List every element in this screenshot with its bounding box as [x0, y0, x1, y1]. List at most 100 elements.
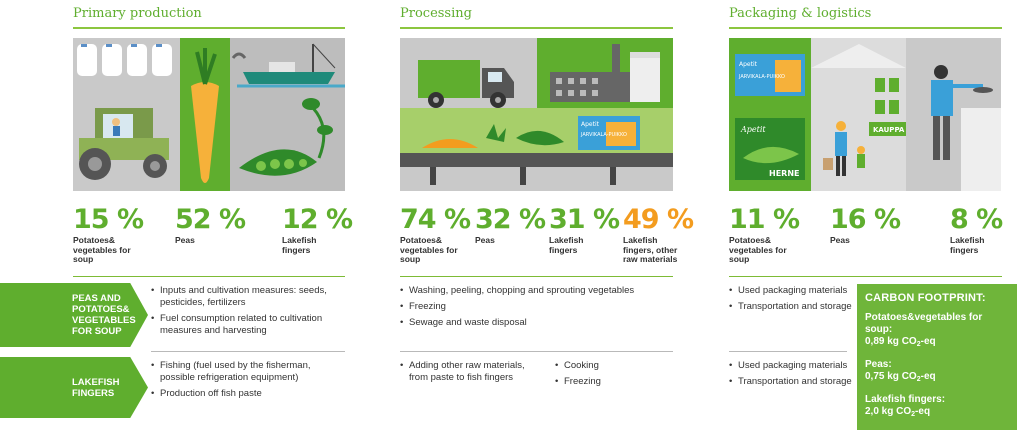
list-item: Transportation and storage	[729, 376, 853, 388]
row1-primary-list: Inputs and cultivation measures: seeds, …	[151, 285, 347, 341]
peas-product-text: HERNE	[769, 169, 799, 178]
stat-value: 49 %	[623, 204, 694, 235]
list-item: Inputs and cultivation measures: seeds, …	[151, 285, 347, 309]
stat-processing-peas: 32 % Peas	[475, 204, 546, 246]
row1-logistics-list: Used packaging materials Transportation …	[729, 285, 853, 317]
fish-finger-package-icon: Apetit JARVIKALA-PUIKKO	[735, 54, 805, 96]
peas-brand-text: Apetit	[740, 125, 766, 134]
stat-logistics-potatoes: 11 % Potatoes& vegetables for soup	[729, 204, 800, 265]
carrot-icon	[191, 48, 219, 183]
milk-bottles-icon	[77, 44, 172, 76]
carbon-item-value: 0,89 kg CO2-eq	[865, 336, 936, 348]
row-divider	[400, 276, 673, 277]
pea-pod-icon	[516, 130, 564, 146]
row-label-text: LAKEFISH FINGERS	[72, 376, 120, 399]
stat-label: Peas	[830, 235, 850, 245]
shoppers-icon	[823, 121, 865, 176]
list-item: Fuel consumption related to cultivation …	[151, 313, 347, 337]
package-product-text: JARVIKALA-PUIKKO	[738, 74, 785, 80]
stat-label: Potatoes& vegetables for soup	[400, 235, 458, 264]
stat-processing-potatoes: 74 % Potatoes& vegetables for soup	[400, 204, 471, 265]
processing-illustration: Apetit JARVIKALA-PUIKKO	[400, 38, 673, 191]
carbon-item-label: Peas:	[865, 359, 892, 370]
row2-processing-list: Adding other raw materials, from paste t…	[400, 360, 540, 388]
stat-primary-peas: 52 % Peas	[175, 204, 246, 246]
row2-processing-list-b: Cooking Freezing	[555, 360, 665, 392]
factory-icon	[550, 44, 660, 102]
row-divider	[729, 276, 1002, 277]
stat-processing-lakefish: 31 % Lakefish fingers	[549, 204, 620, 255]
list-item: Sewage and waste disposal	[400, 317, 670, 329]
tractor-icon	[79, 108, 169, 180]
row2-logistics-list: Used packaging materials Transportation …	[729, 360, 853, 392]
section-divider-primary	[73, 27, 345, 29]
row-divider	[73, 276, 345, 277]
row-divider	[151, 351, 345, 352]
row2-primary-list: Fishing (fuel used by the fisherman, pos…	[151, 360, 347, 404]
section-divider-logistics	[729, 27, 1002, 29]
row-label-peas-potatoes: PEAS AND POTATOES& VEGETABLES FOR SOUP	[0, 283, 148, 347]
stat-label: Lakefish fingers	[950, 235, 985, 255]
box-product-text: JARVIKALA-PUIKKO	[580, 132, 627, 138]
primary-production-illustration	[73, 38, 345, 191]
stat-primary-potatoes: 15 % Potatoes& vegetables for soup	[73, 204, 144, 265]
stat-value: 16 %	[830, 204, 901, 235]
list-item: Freezing	[400, 301, 670, 313]
stat-label: Lakefish fingers	[549, 235, 584, 255]
carrot-slices-icon	[422, 139, 478, 148]
stat-processing-other-materials: 49 % Lakefish fingers, other raw materia…	[623, 204, 694, 265]
carbon-item-value: 0,75 kg CO2-eq	[865, 371, 936, 383]
stat-value: 8 %	[950, 204, 1003, 235]
stat-value: 52 %	[175, 204, 246, 235]
pea-pod-icon	[239, 98, 333, 176]
stat-logistics-peas: 16 % Peas	[830, 204, 901, 246]
section-divider-processing	[400, 27, 673, 29]
conveyor-belt-icon	[400, 153, 673, 185]
stat-value: 15 %	[73, 204, 144, 235]
shop-building-icon: KAUPPA	[811, 44, 906, 136]
list-item: Used packaging materials	[729, 285, 853, 297]
fishing-boat-icon	[231, 43, 345, 88]
box-brand-text: Apetit	[581, 121, 600, 128]
carbon-item-value: 2,0 kg CO2-eq	[865, 406, 931, 418]
row1-processing-list: Washing, peeling, chopping and sprouting…	[400, 285, 670, 333]
package-brand-text: Apetit	[739, 61, 758, 68]
list-item: Transportation and storage	[729, 301, 853, 313]
fish-finger-box-icon: Apetit JARVIKALA-PUIKKO	[578, 116, 640, 150]
stat-value: 12 %	[282, 204, 353, 235]
section-title-primary: Primary production	[73, 6, 202, 21]
stat-value: 11 %	[729, 204, 800, 235]
list-item: Production off fish paste	[151, 388, 347, 400]
herb-icon	[486, 124, 506, 142]
stat-value: 74 %	[400, 204, 471, 235]
stat-label: Potatoes& vegetables for soup	[73, 235, 131, 264]
row-label-lakefish: LAKEFISH FINGERS	[0, 357, 148, 418]
peas-package-icon: Apetit HERNE	[735, 118, 805, 180]
stat-value: 31 %	[549, 204, 620, 235]
list-item: Cooking	[555, 360, 665, 372]
list-item: Adding other raw materials, from paste t…	[400, 360, 540, 384]
list-item: Freezing	[555, 376, 665, 388]
carbon-footprint-title: CARBON FOOTPRINT:	[865, 292, 986, 304]
stat-label: Lakefish fingers	[282, 235, 317, 255]
carbon-item-label: Potatoes&vegetables for soup:	[865, 312, 983, 335]
stat-label: Lakefish fingers, other raw materials	[623, 235, 678, 264]
stat-label: Peas	[475, 235, 495, 245]
section-title-processing: Processing	[400, 6, 472, 21]
stat-value: 32 %	[475, 204, 546, 235]
list-item: Fishing (fuel used by the fisherman, pos…	[151, 360, 347, 384]
row-label-text: PEAS AND POTATOES& VEGETABLES FOR SOUP	[72, 293, 136, 337]
logistics-illustration: Apetit JARVIKALA-PUIKKO Apetit HERNE KAU…	[729, 38, 1001, 191]
stat-primary-lakefish: 12 % Lakefish fingers	[282, 204, 353, 255]
list-item: Washing, peeling, chopping and sprouting…	[400, 285, 670, 297]
section-title-logistics: Packaging & logistics	[729, 6, 872, 21]
row-divider	[400, 351, 673, 352]
stat-logistics-lakefish: 8 % Lakefish fingers	[950, 204, 1003, 255]
carbon-item-label: Lakefish fingers:	[865, 394, 946, 405]
shop-sign-text: KAUPPA	[873, 126, 905, 134]
list-item: Used packaging materials	[729, 360, 853, 372]
carbon-footprint-box: CARBON FOOTPRINT: Potatoes&vegetables fo…	[857, 284, 1017, 430]
stat-label: Potatoes& vegetables for soup	[729, 235, 787, 264]
cook-icon	[931, 65, 1001, 191]
stat-label: Peas	[175, 235, 195, 245]
